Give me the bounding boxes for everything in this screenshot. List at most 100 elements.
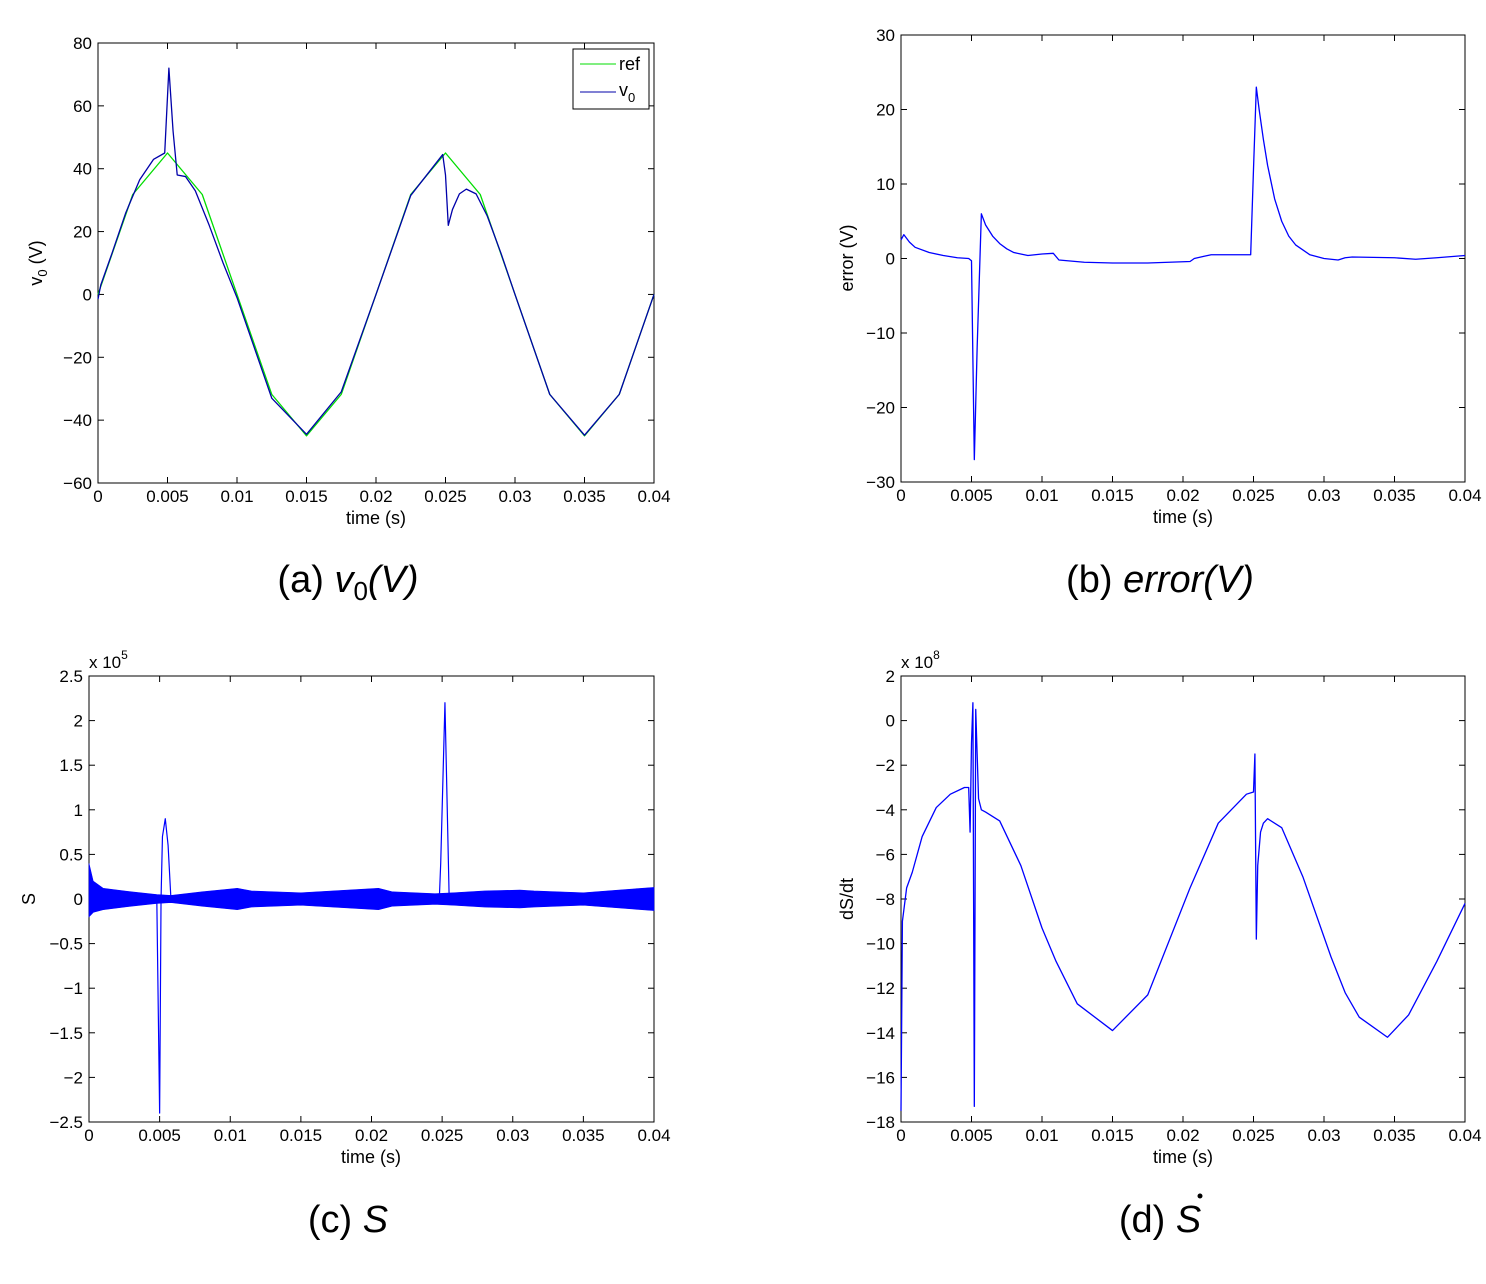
y-tick-label-c-5: 0 bbox=[74, 890, 83, 909]
y-tick-label-d-4: −10 bbox=[866, 935, 895, 954]
series-layer-b bbox=[900, 86, 1466, 461]
y-axis-label-b: error (V) bbox=[837, 225, 857, 292]
y-tick-label-c-4: −0.5 bbox=[49, 935, 83, 954]
legend-label-v0-sub: 0 bbox=[628, 90, 635, 105]
x-tick-label-d-5: 0.025 bbox=[1232, 1126, 1275, 1145]
x-tick-label-c-8: 0.04 bbox=[637, 1126, 670, 1145]
series-spike-c-1 bbox=[438, 702, 450, 900]
x-tick-label-c-5: 0.025 bbox=[421, 1126, 464, 1145]
y-tick-label-d-1: −16 bbox=[866, 1068, 895, 1087]
caption-b-suffix: (V) bbox=[1203, 559, 1254, 601]
multiplier-d-exp: 8 bbox=[933, 648, 940, 662]
legend-box-a bbox=[572, 48, 650, 110]
x-axis-label-d: time (s) bbox=[1153, 1147, 1213, 1167]
x-tick-label-a-4: 0.02 bbox=[359, 487, 392, 506]
y-tick-label-c-6: 0.5 bbox=[59, 845, 83, 864]
y-tick-label-b-2: −10 bbox=[866, 324, 895, 343]
y-tick-label-a-5: 40 bbox=[73, 160, 92, 179]
x-axis-label-a: time (s) bbox=[346, 508, 406, 528]
y-tick-label-a-2: −20 bbox=[63, 348, 92, 367]
y-tick-label-b-1: −20 bbox=[866, 399, 895, 418]
x-tick-label-c-4: 0.02 bbox=[355, 1126, 388, 1145]
ticks-b: 0 0.005 0.01 0.015 0.02 0.025 0.03 0.035 0.04 −30… bbox=[866, 26, 1481, 505]
y-tick-label-b-4: 10 bbox=[876, 175, 895, 194]
ticks-d: 0 0.005 0.01 0.015 0.02 0.025 0.03 0.035 0.04 −18… bbox=[866, 667, 1481, 1145]
legend-label-v0: v0 bbox=[619, 80, 635, 105]
x-tick-label-d-3: 0.015 bbox=[1091, 1126, 1134, 1145]
caption-c-prefix: (c) bbox=[308, 1199, 352, 1241]
y-tick-label-c-0: −2.5 bbox=[49, 1113, 83, 1132]
caption-d: (d) S bbox=[1119, 1199, 1201, 1241]
plot-area-a bbox=[97, 42, 655, 484]
y-tick-label-c-9: 2 bbox=[74, 712, 83, 731]
multiplier-c-exp: 5 bbox=[121, 648, 128, 662]
y-axis-label-d: dS/dt bbox=[837, 878, 857, 920]
caption-a-suffix: (V) bbox=[368, 559, 419, 601]
series-layer-a bbox=[97, 67, 655, 437]
y-tick-label-d-0: −18 bbox=[866, 1113, 895, 1132]
y-tick-label-c-2: −1.5 bbox=[49, 1024, 83, 1043]
x-tick-label-a-0: 0 bbox=[93, 487, 102, 506]
caption-a-math: v bbox=[334, 559, 355, 601]
y-tick-label-a-4: 20 bbox=[73, 223, 92, 242]
caption-b-math: error bbox=[1123, 559, 1205, 601]
legend-label-ref: ref bbox=[619, 54, 641, 74]
caption-d-prefix: (d) bbox=[1119, 1199, 1165, 1241]
multiplier-c-base: x 10 bbox=[89, 653, 121, 672]
y-tick-label-c-8: 1.5 bbox=[59, 756, 83, 775]
y-axis-label-c: S bbox=[19, 893, 39, 905]
x-tick-label-a-7: 0.035 bbox=[563, 487, 606, 506]
caption-d-dot bbox=[1197, 1193, 1203, 1199]
y-tick-label-d-3: −12 bbox=[866, 979, 895, 998]
x-tick-label-a-8: 0.04 bbox=[637, 487, 670, 506]
y-tick-label-d-2: −14 bbox=[866, 1024, 895, 1043]
x-tick-label-d-4: 0.02 bbox=[1166, 1126, 1199, 1145]
y-axis-label-a-main: v bbox=[26, 277, 46, 286]
panel-d: 0 0.005 0.01 0.015 0.02 0.025 0.03 0.035 0.04 −18… bbox=[837, 648, 1482, 1241]
y-tick-label-d-10: 2 bbox=[886, 667, 895, 686]
x-axis-label-b: time (s) bbox=[1153, 507, 1213, 527]
multiplier-c: x 105 bbox=[89, 648, 128, 672]
y-tick-label-a-3: 0 bbox=[83, 285, 92, 304]
caption-a-prefix: (a) bbox=[277, 559, 323, 601]
x-tick-label-c-7: 0.035 bbox=[562, 1126, 605, 1145]
series-line-b-0 bbox=[900, 86, 1466, 461]
y-tick-label-b-6: 30 bbox=[876, 26, 895, 45]
caption-d-math: S bbox=[1176, 1199, 1201, 1241]
x-tick-label-a-5: 0.025 bbox=[424, 487, 467, 506]
x-tick-label-b-0: 0 bbox=[896, 486, 905, 505]
x-tick-label-b-7: 0.035 bbox=[1373, 486, 1416, 505]
x-tick-label-c-2: 0.01 bbox=[214, 1126, 247, 1145]
y-tick-label-d-5: −8 bbox=[876, 890, 895, 909]
y-tick-label-c-1: −2 bbox=[64, 1068, 83, 1087]
x-tick-label-d-2: 0.01 bbox=[1025, 1126, 1058, 1145]
x-axis-label-c: time (s) bbox=[341, 1147, 401, 1167]
x-tick-label-c-1: 0.005 bbox=[138, 1126, 181, 1145]
x-tick-label-a-1: 0.005 bbox=[146, 487, 189, 506]
x-tick-label-d-8: 0.04 bbox=[1448, 1126, 1481, 1145]
y-tick-label-d-7: −4 bbox=[876, 801, 895, 820]
y-tick-label-c-3: −1 bbox=[64, 979, 83, 998]
x-tick-label-b-2: 0.01 bbox=[1025, 486, 1058, 505]
y-tick-label-d-6: −6 bbox=[876, 845, 895, 864]
x-tick-label-b-8: 0.04 bbox=[1448, 486, 1481, 505]
series-layer-d bbox=[900, 702, 1466, 1111]
caption-b: (b) error(V) bbox=[1066, 559, 1254, 601]
x-tick-label-b-3: 0.015 bbox=[1091, 486, 1134, 505]
legend-label-v0-main: v bbox=[619, 80, 628, 100]
y-tick-label-a-0: −60 bbox=[63, 474, 92, 493]
x-tick-label-d-7: 0.035 bbox=[1373, 1126, 1416, 1145]
multiplier-d: x 108 bbox=[901, 648, 940, 672]
caption-c-math: S bbox=[363, 1199, 388, 1241]
panel-b: 0 0.005 0.01 0.015 0.02 0.025 0.03 0.035 0.04 −30… bbox=[837, 26, 1482, 601]
series-line-a-1 bbox=[97, 67, 655, 436]
x-tick-label-d-6: 0.03 bbox=[1307, 1126, 1340, 1145]
multiplier-d-base: x 10 bbox=[901, 653, 933, 672]
y-tick-label-a-7: 80 bbox=[73, 34, 92, 53]
x-tick-label-c-0: 0 bbox=[84, 1126, 93, 1145]
y-tick-label-b-5: 20 bbox=[876, 101, 895, 120]
x-tick-label-d-1: 0.005 bbox=[950, 1126, 993, 1145]
x-tick-label-b-5: 0.025 bbox=[1232, 486, 1275, 505]
y-axis-label-a-suffix: (V) bbox=[26, 240, 46, 269]
ticks-c: 0 0.005 0.01 0.015 0.02 0.025 0.03 0.035 0.04 −2.… bbox=[49, 667, 670, 1145]
